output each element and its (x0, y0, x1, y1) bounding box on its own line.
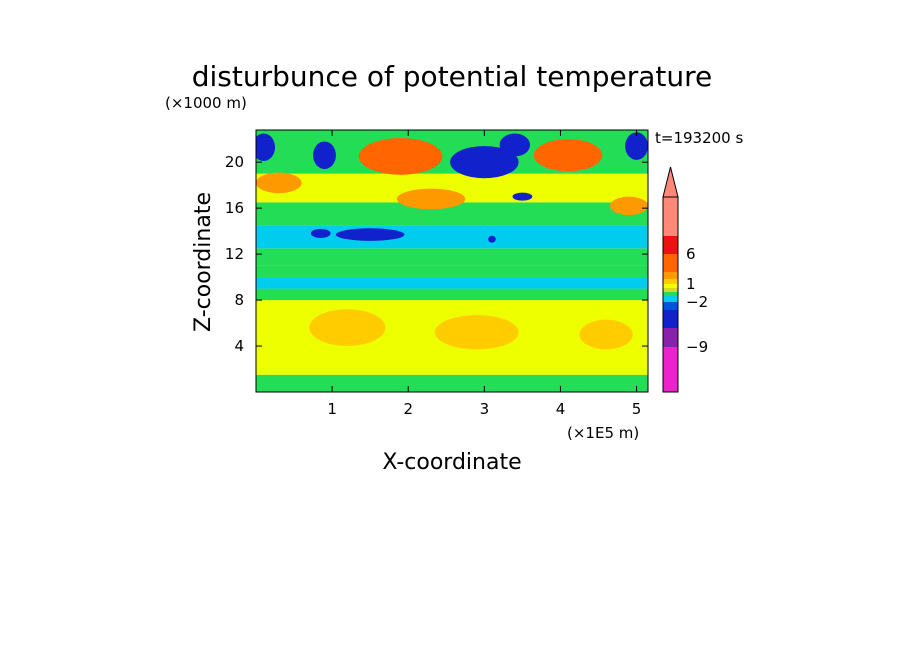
cold-anomaly-11 (499, 133, 531, 157)
colorbar-swatch-12 (663, 197, 678, 236)
colorbar-swatch-6 (663, 288, 678, 292)
colorbar-swatch-2 (663, 310, 678, 328)
warm-anomaly-6 (434, 315, 519, 350)
colorbar-tick-label: −9 (686, 338, 708, 356)
x-tick-label: 4 (556, 400, 566, 418)
y-tick-label: 20 (225, 153, 244, 171)
colorbar-swatch-8 (663, 279, 678, 284)
y-axis-label: Z-coordinate (191, 192, 216, 332)
colorbar-extend-arrow (662, 166, 679, 198)
time-label: t=193200 s (655, 129, 743, 147)
colorbar-swatch-9 (663, 272, 678, 279)
y-tick-label: 12 (225, 245, 244, 263)
cold-anomaly-14 (310, 228, 331, 239)
cold-anomaly-8 (256, 133, 276, 162)
cold-anomaly-12 (625, 132, 648, 160)
chart-title: disturbunce of potential temperature (192, 60, 713, 93)
field-band-6 (256, 248, 648, 266)
plot-frame (255, 129, 649, 393)
field-band-3 (256, 288, 648, 301)
warm-anomaly-7 (579, 319, 633, 350)
x-tick-label: 3 (480, 400, 490, 418)
warm-anomaly-0 (358, 138, 443, 175)
y-axis: 4 8 12 16 20 (225, 153, 648, 355)
colorbar-swatch-0 (663, 347, 678, 392)
warm-anomaly-4 (609, 196, 648, 216)
colorbar-tick-label: 6 (686, 245, 696, 263)
colorbar: 6 1−2 −9 (662, 166, 708, 393)
x-tick-label: 1 (327, 400, 337, 418)
colorbar-swatch-7 (663, 284, 678, 288)
field-band-8 (256, 202, 648, 226)
colorbar-swatch-10 (663, 254, 678, 272)
x-tick-label: 5 (632, 400, 642, 418)
x-axis-label: X-coordinate (382, 450, 521, 475)
y-tick-label: 4 (234, 337, 244, 355)
cold-anomaly-9 (313, 141, 336, 170)
colorbar-swatch-5 (663, 292, 678, 296)
colorbar-swatch-1 (663, 328, 678, 347)
cold-anomaly-16 (488, 235, 496, 243)
colorbar-swatch-4 (663, 296, 678, 302)
cold-anomaly-13 (335, 228, 405, 241)
y-tick-label: 16 (225, 199, 244, 217)
field-band-4 (256, 277, 648, 289)
warm-anomaly-1 (533, 139, 603, 172)
warm-anomaly-5 (309, 309, 386, 347)
colorbar-swatch-3 (663, 302, 678, 310)
cold-anomaly-10 (450, 146, 519, 179)
field-band-1 (256, 357, 648, 375)
warm-anomaly-2 (256, 172, 302, 194)
y-tick-label: 8 (234, 291, 244, 309)
warm-anomaly-3 (396, 188, 466, 210)
y-unit-label: (×1000 m) (165, 94, 247, 112)
colorbar-tick-label: 1 (686, 275, 696, 293)
x-tick-label: 2 (403, 400, 413, 418)
plot-area (256, 130, 648, 392)
colorbar-tick-label: −2 (686, 293, 708, 311)
field-band-5 (256, 265, 648, 278)
x-unit-label: (×1E5 m) (567, 424, 639, 442)
field-band-0 (256, 374, 648, 392)
colorbar-swatch-11 (663, 236, 678, 254)
cold-anomaly-15 (512, 192, 533, 201)
colorbar-frame (662, 196, 679, 393)
x-axis: 1 2 3 4 5 (327, 130, 641, 418)
